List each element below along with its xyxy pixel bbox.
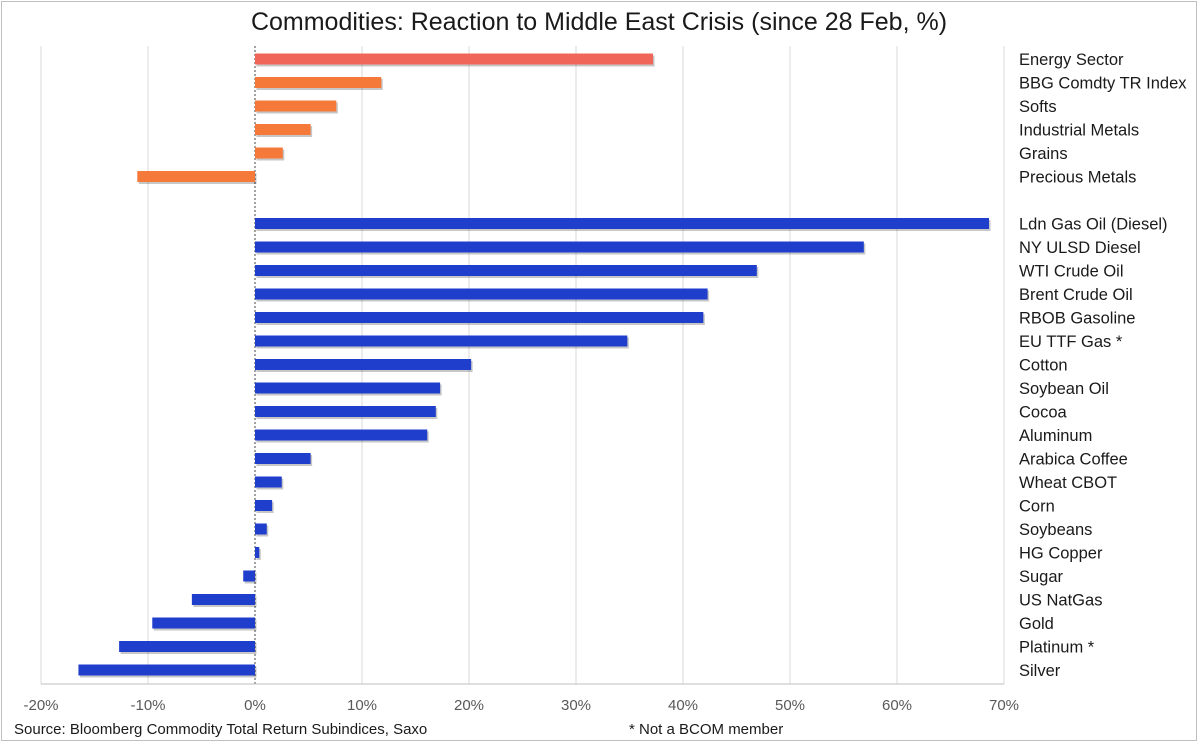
category-label: Sugar: [1019, 568, 1064, 586]
category-label: Soybeans: [1019, 521, 1092, 539]
bar-soybean-oil: [255, 382, 441, 394]
bar-industrial-metals: [255, 124, 311, 135]
category-label: BBG Comdty TR Index: [1019, 75, 1187, 93]
category-label: Industrial Metals: [1019, 122, 1139, 140]
x-tick-label: 50%: [775, 697, 805, 714]
bar-gold: [152, 617, 255, 629]
bar-aluminum: [255, 429, 428, 441]
category-label: Arabica Coffee: [1019, 451, 1128, 469]
category-label: Silver: [1019, 662, 1061, 680]
category-label: US NatGas: [1019, 592, 1102, 610]
x-axis-ticks: -20% -10% 0% 10% 20% 30% 40% 50% 60% 70%: [23, 697, 1019, 714]
category-label: EU TTF Gas *: [1019, 333, 1123, 351]
category-label: Corn: [1019, 498, 1055, 516]
bar-energy-sector: [255, 53, 654, 65]
membership-note: * Not a BCOM member: [629, 721, 784, 738]
bar-rbob-gasoline: [255, 312, 704, 323]
bar-soybeans: [255, 523, 267, 535]
source-note: Source: Bloomberg Commodity Total Return…: [14, 721, 428, 738]
bar-cotton: [255, 359, 472, 370]
bar-ny-ulsd-diesel: [255, 241, 864, 253]
bar-sugar: [243, 570, 255, 582]
bar-wti-crude-oil: [255, 265, 757, 276]
category-label: Grains: [1019, 145, 1068, 163]
bar-bbg-comdty-tr-index: [255, 77, 382, 88]
chart-title: Commodities: Reaction to Middle East Cri…: [250, 8, 948, 36]
category-label: Ldn Gas Oil (Diesel): [1019, 216, 1168, 234]
x-tick-label: 60%: [882, 697, 912, 714]
category-label: Gold: [1019, 615, 1054, 633]
category-label: Precious Metals: [1019, 169, 1136, 187]
category-label: RBOB Gasoline: [1019, 310, 1135, 328]
bar-softs: [255, 100, 337, 112]
x-tick-label: 0%: [244, 697, 266, 714]
category-label: WTI Crude Oil: [1019, 263, 1124, 281]
x-tick-label: 70%: [989, 697, 1019, 714]
bar-brent-crude-oil: [255, 288, 708, 300]
x-tick-label: 40%: [668, 697, 698, 714]
x-tick-label: -20%: [23, 697, 58, 714]
category-label: NY ULSD Diesel: [1019, 239, 1141, 257]
bar-arabica-coffee: [255, 453, 311, 464]
bar-hg-copper: [255, 547, 260, 558]
bar-wheat-cbot: [255, 476, 282, 488]
category-label: Brent Crude Oil: [1019, 286, 1133, 304]
bar-silver: [78, 664, 255, 676]
bar-us-natgas: [191, 594, 255, 605]
category-label: Cotton: [1019, 357, 1068, 375]
x-tick-label: 10%: [347, 697, 377, 714]
x-tick-label: 30%: [561, 697, 591, 714]
category-label: Aluminum: [1019, 427, 1092, 445]
bar-ldn-gas-oil-diesel: [255, 218, 990, 229]
category-label: Cocoa: [1019, 404, 1068, 422]
category-label: Softs: [1019, 98, 1057, 116]
x-tick-label: -10%: [130, 697, 165, 714]
category-label: Soybean Oil: [1019, 380, 1109, 398]
bars: [78, 53, 991, 678]
grid-lines: [40, 46, 1005, 685]
category-label: Energy Sector: [1019, 51, 1124, 69]
bar-grains: [255, 147, 283, 159]
category-labels: Energy Sector BBG Comdty TR Index Softs Ind…: [1019, 51, 1187, 680]
bar-corn: [255, 500, 273, 511]
bar-eu-ttf-gas: [255, 335, 628, 347]
x-tick-label: 20%: [454, 697, 484, 714]
category-label: Wheat CBOT: [1019, 474, 1117, 492]
bar-precious-metals: [137, 171, 255, 182]
bar-cocoa: [255, 406, 436, 417]
category-label: HG Copper: [1019, 545, 1103, 563]
bar-platinum: [119, 641, 255, 652]
category-label: Platinum *: [1019, 639, 1095, 657]
